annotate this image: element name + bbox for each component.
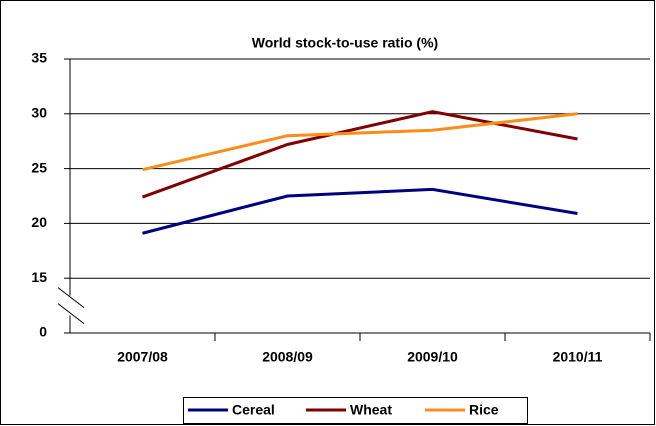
legend-label: Rice bbox=[469, 402, 499, 418]
legend-box bbox=[183, 397, 528, 424]
x-tick-label: 2009/10 bbox=[407, 349, 458, 365]
x-tick-label: 2008/09 bbox=[262, 349, 313, 365]
y-tick-label: 25 bbox=[31, 159, 47, 175]
x-tick-label: 2010/11 bbox=[553, 349, 603, 365]
chart-title: World stock-to-use ratio (%) bbox=[252, 35, 438, 51]
y-tick-label: 35 bbox=[31, 50, 47, 66]
x-tick-label: 2007/08 bbox=[117, 349, 168, 365]
legend: Cereal Wheat Rice bbox=[183, 397, 528, 424]
axis-break-mark bbox=[57, 303, 85, 324]
y-tick-label: 0 bbox=[39, 324, 47, 340]
y-tick-label: 30 bbox=[31, 105, 47, 121]
line-series bbox=[141, 110, 578, 199]
y-tick-label: 20 bbox=[31, 214, 47, 230]
y-tick-label: 15 bbox=[31, 269, 47, 285]
legend-label: Cereal bbox=[232, 402, 275, 418]
line-series bbox=[142, 187, 578, 235]
legend-label: Wheat bbox=[350, 402, 392, 418]
axis-break-gap bbox=[67, 295, 73, 316]
axis-break-mark bbox=[57, 287, 85, 308]
line-series bbox=[142, 112, 578, 172]
